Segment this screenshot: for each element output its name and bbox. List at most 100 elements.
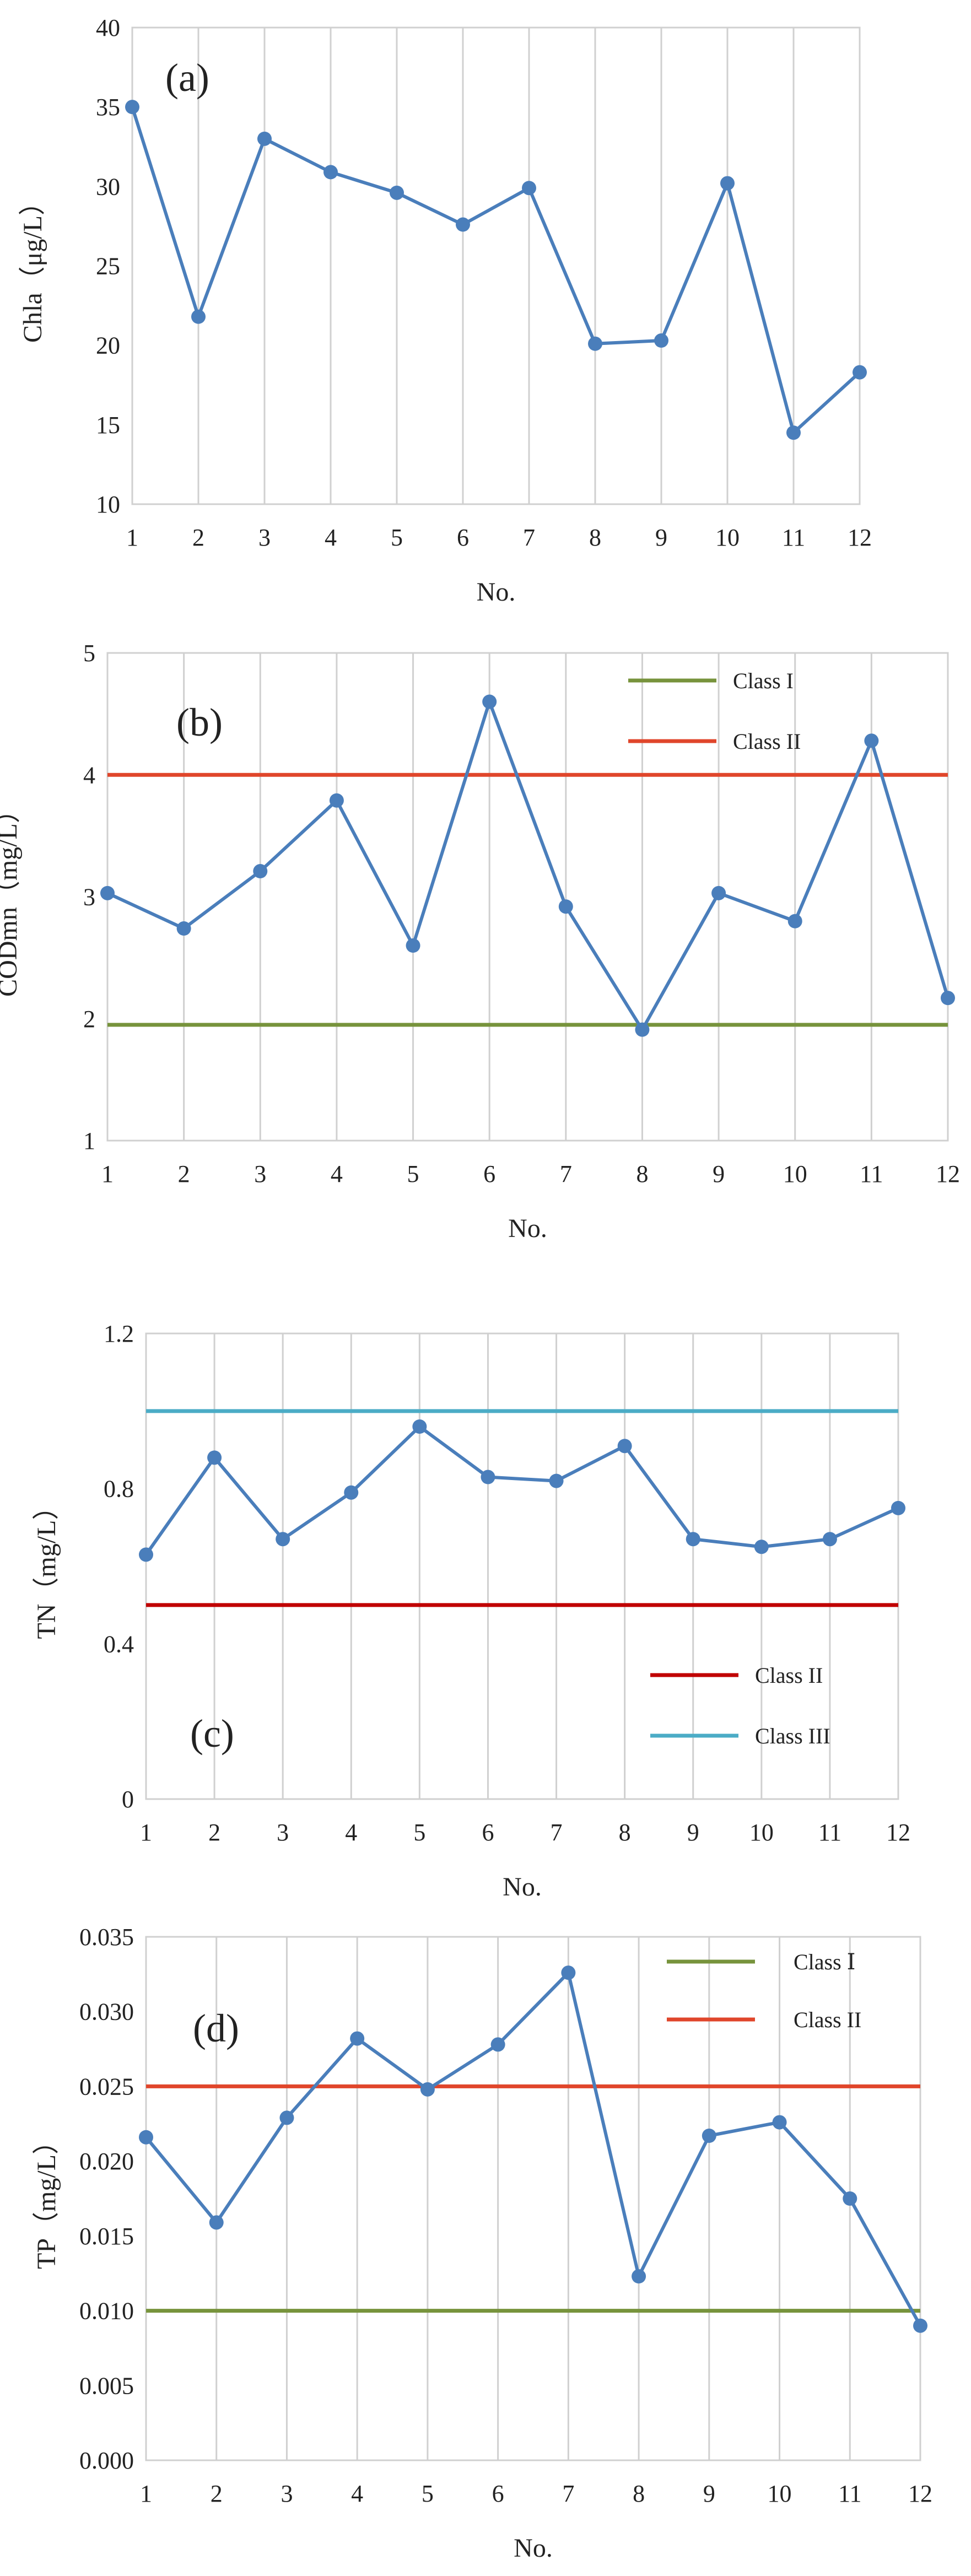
panel-d-legend-label: Class II [794, 2007, 861, 2032]
panel-b-ytick-label: 3 [83, 884, 95, 911]
panel-b-xtick-label: 12 [936, 1160, 960, 1187]
panel-c-ytick-label: 0 [122, 1786, 134, 1813]
panel-a-data-point [720, 176, 735, 191]
panel-a-ytick-label: 15 [96, 412, 120, 439]
panel-a-label: (a) [165, 56, 209, 100]
panel-b-data-point [941, 991, 955, 1006]
panel-a-xtick-label: 5 [391, 524, 403, 551]
panel-b-xtick-label: 2 [178, 1160, 190, 1187]
panel-c-data-point [549, 1473, 564, 1488]
panel-b-data-point [864, 733, 879, 748]
panel-c-ylabel: TN（mg/L） [32, 1494, 61, 1639]
panel-d-xtick-label: 9 [703, 2480, 715, 2507]
panel-b-series-line [106, 700, 950, 1032]
panel-d-ytick-label: 0.025 [79, 2073, 134, 2100]
panel-c-data-point [344, 1485, 359, 1500]
panel-a-xtick-label: 8 [589, 524, 601, 551]
panel-d-xtick-label: 5 [422, 2480, 434, 2507]
panel-d-data-point [843, 2191, 857, 2206]
panel-c-data-point [617, 1439, 632, 1454]
panel-c-label: (c) [190, 1711, 234, 1756]
panel-d-ylabel: TP（mg/L） [32, 2128, 61, 2269]
panel-a-xtick-label: 7 [523, 524, 535, 551]
panel-a-data-point [456, 217, 470, 232]
panel-b-ytick-label: 1 [83, 1127, 95, 1154]
panel-c-legend-label: Class III [755, 1724, 830, 1748]
panel-a-xtick-label: 2 [192, 524, 204, 551]
panel-b-xtick-label: 7 [560, 1160, 572, 1187]
panel-b-data-point [100, 885, 115, 900]
panel-b-data-point [711, 885, 726, 900]
panel-d-xlabel: No. [514, 2534, 553, 2563]
panel-d-label: (d) [193, 2006, 239, 2050]
panel-d-xtick-label: 11 [838, 2480, 861, 2507]
panel-a-data-point [853, 365, 867, 380]
panel-d-ytick-label: 0.035 [79, 1924, 134, 1951]
panel-a-xtick-label: 11 [782, 524, 805, 551]
panel-c-data-point [412, 1419, 427, 1434]
panel-d-xtick-label: 1 [140, 2480, 152, 2507]
panel-b-legend-label: Class II [733, 729, 801, 754]
panel-b-data-point [558, 899, 573, 914]
panel-b-xtick-label: 6 [483, 1160, 495, 1187]
panel-b-ytick-label: 2 [83, 1006, 95, 1033]
panel-b-xtick-label: 3 [254, 1160, 266, 1187]
panel-d-data-point [350, 2031, 365, 2046]
panel-a-series-line [131, 106, 861, 435]
panel-c: 00.40.81.21 2 3 4 5 6 7 8 9 10 11 12No.TN（mg/L）(c)C… [32, 1320, 910, 1902]
panel-d-ytick-label: 0.020 [79, 2148, 134, 2175]
panel-c-ytick-label: 1.2 [104, 1320, 134, 1347]
panel-d-xtick-label: 7 [562, 2480, 574, 2507]
panel-b-data-point [406, 938, 420, 953]
panel-c-xtick-label: 5 [413, 1819, 425, 1846]
panel-c-series-line [144, 1425, 899, 1556]
panel-a-ytick-label: 10 [96, 491, 120, 518]
panel-c-xtick-label: 10 [749, 1819, 774, 1846]
panel-c-xtick-label: 6 [482, 1819, 494, 1846]
panel-d-data-point [772, 2115, 787, 2130]
panel-b-label: (b) [176, 700, 223, 744]
panel-b-data-point [176, 921, 191, 936]
panel-a-data-point [654, 333, 668, 348]
panel-d-data-point [561, 1965, 576, 1980]
panel-d-ytick-label: 0.015 [79, 2223, 134, 2250]
panel-a-data-point [390, 185, 404, 200]
panel-c-data-point [891, 1500, 905, 1515]
panel-d-data-point [913, 2318, 927, 2333]
panel-a-data-point [125, 100, 139, 115]
panel-a-xtick-label: 3 [258, 524, 271, 551]
panel-b-data-point [787, 914, 802, 928]
panel-d-xtick-label: 6 [492, 2480, 504, 2507]
panel-c-data-point [686, 1532, 700, 1547]
panel-b-xtick-label: 4 [331, 1160, 343, 1187]
panel-c-xtick-label: 2 [208, 1819, 220, 1846]
panel-b-xlabel: No. [508, 1214, 547, 1243]
panel-c-xtick-label: 4 [345, 1819, 357, 1846]
panel-c-ytick-label: 0.8 [104, 1476, 134, 1503]
panel-a-xtick-label: 6 [457, 524, 469, 551]
panel-c-data-point [207, 1450, 222, 1465]
panel-c-xtick-label: 1 [140, 1819, 152, 1846]
panel-a-ytick-label: 25 [96, 253, 120, 280]
panel-c-ytick-label: 0.4 [104, 1630, 134, 1657]
panel-c-xtick-label: 7 [551, 1819, 563, 1846]
panel-d-legend-label: Class Ⅰ [794, 1949, 855, 1974]
panel-a-ylabel: Chla（μg/L） [18, 189, 47, 343]
panel-c-data-point [139, 1547, 153, 1562]
panel-c-xlabel: No. [503, 1872, 542, 1902]
panel-d-ytick-label: 0.005 [79, 2372, 134, 2399]
panel-a-data-point [786, 425, 801, 440]
panel-d-data-point [279, 2110, 294, 2125]
panel-b-legend-label: Class I [733, 668, 794, 693]
panel-b-ytick-label: 4 [83, 762, 95, 789]
panel-a-xtick-label: 4 [325, 524, 337, 551]
panel-c-data-point [822, 1532, 837, 1547]
panel-a-data-point [257, 131, 272, 146]
panel-d-xtick-label: 8 [633, 2480, 645, 2507]
panel-d-xtick-label: 3 [280, 2480, 293, 2507]
panel-d-data-point [702, 2129, 716, 2143]
panel-d-data-point [420, 2082, 435, 2097]
panel-d-data-point [632, 2269, 646, 2284]
panel-a-data-point [588, 336, 602, 351]
